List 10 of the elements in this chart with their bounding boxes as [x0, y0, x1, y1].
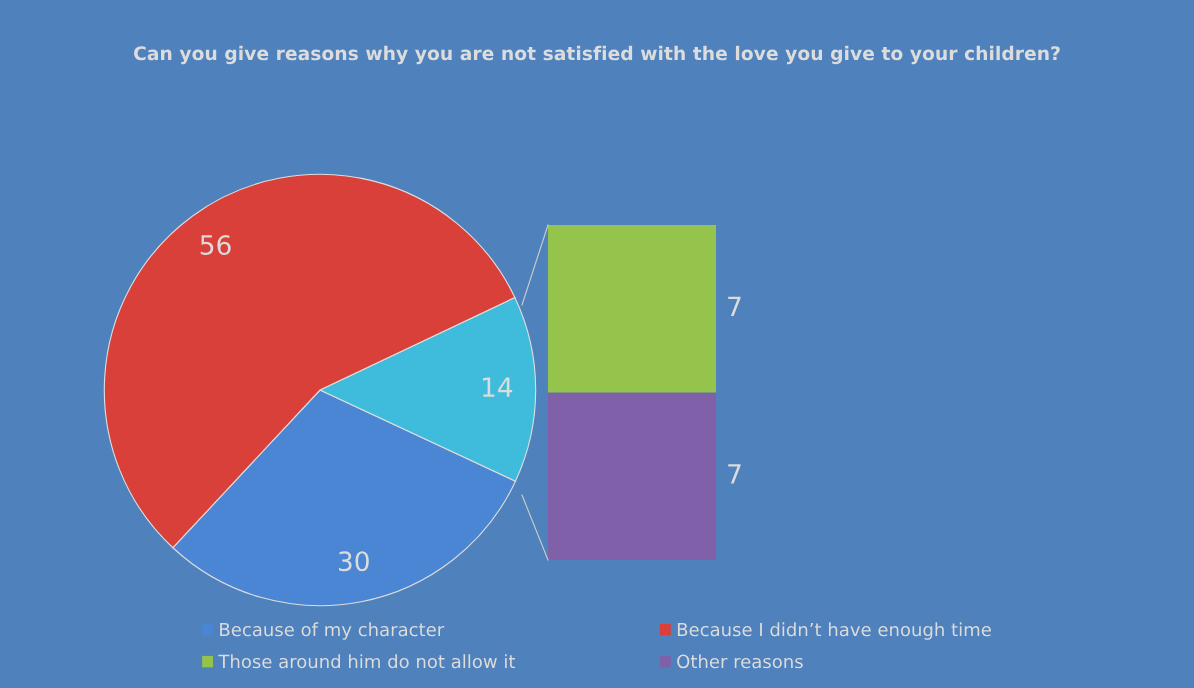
data-label: 30 — [338, 551, 369, 572]
data-label: 7 — [728, 464, 741, 484]
chart-title: Can you give reasons why you are not satisfied with the love you give to your children? — [133, 45, 1060, 65]
legend-label: Because I didn’t have enough time — [677, 622, 991, 640]
data-label: 14 — [482, 377, 513, 397]
legend-label: Other reasons — [677, 654, 803, 669]
data-label: 7 — [728, 296, 741, 317]
legend-label: Because of my character — [220, 622, 445, 640]
data-label: 56 — [200, 234, 231, 255]
legend-label: Those around him do not allow it — [218, 654, 516, 669]
